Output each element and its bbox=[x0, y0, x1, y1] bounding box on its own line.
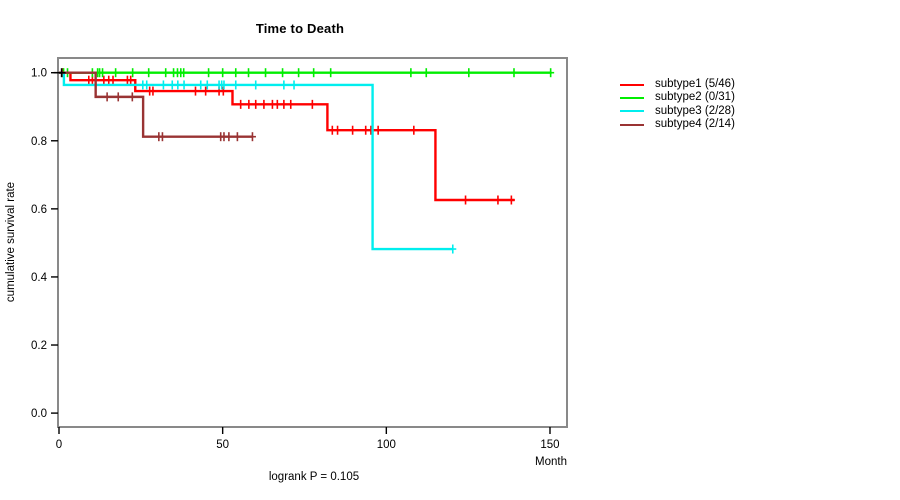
chart-title: Time to Death bbox=[255, 21, 345, 36]
legend-line-swatch bbox=[620, 110, 644, 113]
plot-frame bbox=[57, 57, 568, 428]
y-axis-tick-label: 1.0 bbox=[31, 68, 47, 80]
legend-line-swatch bbox=[620, 83, 644, 86]
x-axis-title: Month bbox=[535, 456, 567, 468]
y-axis-tick-label: 0.8 bbox=[31, 136, 47, 148]
x-axis-tick-label: 150 bbox=[540, 439, 559, 451]
x-axis-tick-label: 100 bbox=[377, 439, 396, 451]
y-axis-tick-label: 0.2 bbox=[31, 340, 47, 352]
legend-label: subtype1 (5/46) bbox=[655, 78, 735, 90]
legend-line-swatch bbox=[620, 123, 644, 126]
legend-label: subtype2 (0/31) bbox=[655, 91, 735, 104]
legend: subtype1 (5/46) subtype2 (0/31) subtype3 (… bbox=[620, 78, 735, 132]
legend-label: subtype3 (2/28) bbox=[655, 104, 735, 117]
x-axis-tick-label: 0 bbox=[56, 439, 62, 451]
km-curve-subtype1 bbox=[59, 71, 515, 202]
legend-label: subtype4 (2/14) bbox=[655, 118, 735, 131]
y-axis-tick-label: 0.4 bbox=[31, 272, 48, 284]
legend-item-subtype4: subtype4 (2/14) bbox=[620, 118, 735, 131]
legend-line-swatch bbox=[620, 97, 644, 100]
y-axis-tick-label: 0.0 bbox=[31, 408, 47, 420]
y-axis-title: cumulative survival rate bbox=[5, 181, 17, 303]
y-axis-tick-label: 0.6 bbox=[31, 204, 47, 216]
legend-item-subtype3: subtype3 (2/28) bbox=[620, 105, 735, 118]
x-axis-tick-label: 50 bbox=[216, 439, 229, 451]
logrank-pvalue-text: logrank P = 0.105 bbox=[268, 471, 360, 483]
legend-item-subtype1: subtype1 (5/46) bbox=[620, 78, 735, 91]
legend-item-subtype2: subtype2 (0/31) bbox=[620, 91, 735, 104]
